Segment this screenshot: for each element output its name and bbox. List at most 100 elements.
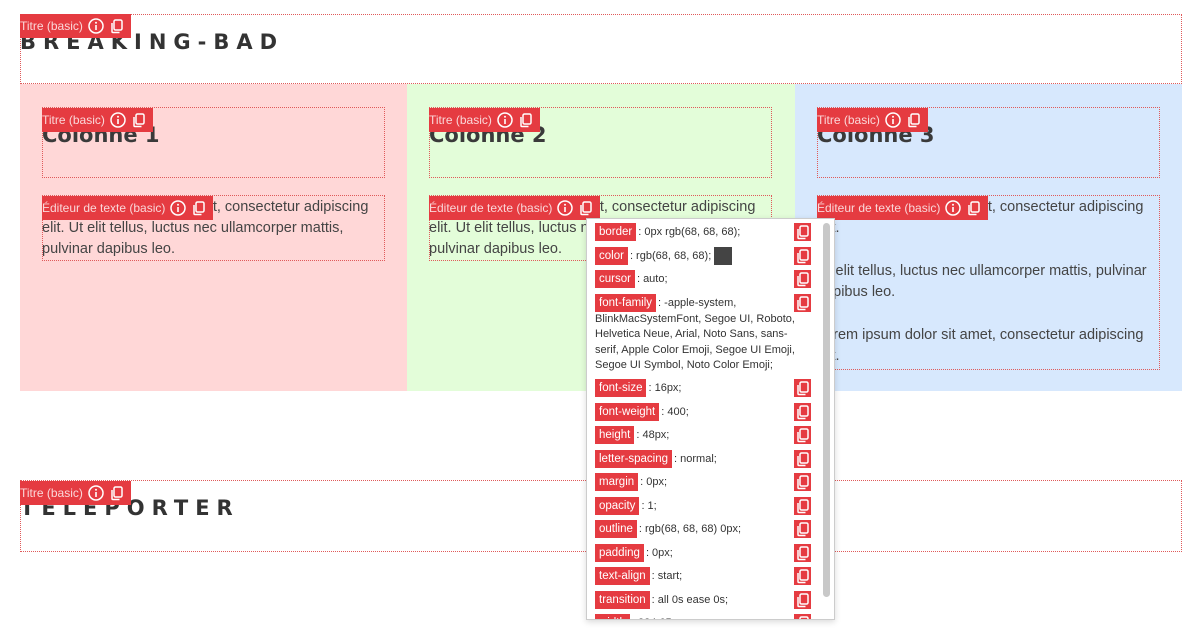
info-icon[interactable] <box>170 200 187 216</box>
property-value: : 48px; <box>636 429 670 442</box>
property-name: color <box>595 246 628 265</box>
copy-button[interactable] <box>794 590 811 609</box>
column <box>795 84 1182 391</box>
style-inspector: border: 0px rgb(68, 68, 68); color: rgb(6… <box>586 218 835 620</box>
copy-button[interactable] <box>794 614 811 620</box>
property-value: : rgb(68, 68, 68); <box>629 249 712 262</box>
property-row: padding: 0px; <box>595 543 811 562</box>
property-row: font-size: 16px; <box>595 379 811 398</box>
widget-badge[interactable]: Titre (basic) <box>42 108 153 132</box>
property-row: margin: 0px; <box>595 473 811 492</box>
property-name: margin <box>595 473 639 492</box>
info-icon[interactable] <box>557 200 574 216</box>
property-value: : 0px rgb(68, 68, 68); <box>638 226 741 238</box>
property-row: width: 384.65px; <box>595 614 811 619</box>
widget-badge[interactable]: Éditeur de texte (basic) <box>817 196 989 220</box>
copy-button[interactable] <box>794 449 811 468</box>
copy-button[interactable] <box>794 520 811 539</box>
copy-icon[interactable] <box>578 200 594 216</box>
copy-button[interactable] <box>794 293 811 312</box>
copy-icon[interactable] <box>795 615 811 620</box>
copy-icon[interactable] <box>795 545 811 561</box>
property-row: color: rgb(68, 68, 68); <box>595 246 811 265</box>
copy-icon[interactable] <box>518 112 534 128</box>
copy-icon[interactable] <box>795 404 811 420</box>
text-widget-outline <box>42 195 385 261</box>
copy-button[interactable] <box>794 567 811 586</box>
property-name: opacity <box>595 496 640 515</box>
property-name: outline <box>595 520 637 539</box>
title-widget-outline <box>20 14 1182 84</box>
copy-icon[interactable] <box>109 485 125 501</box>
copy-icon[interactable] <box>795 224 811 240</box>
copy-icon[interactable] <box>131 112 147 128</box>
property-value: : -apple-system, BlinkMacSystemFont, Seg… <box>595 296 795 372</box>
property-row: transition: all 0s ease 0s; <box>595 590 811 609</box>
copy-icon[interactable] <box>795 498 811 514</box>
badge-label: Titre (basic) <box>20 19 83 33</box>
copy-button[interactable] <box>794 426 811 445</box>
property-row: cursor: auto; <box>595 270 811 289</box>
copy-icon[interactable] <box>795 271 811 287</box>
widget-badge[interactable]: Titre (basic) <box>817 108 928 132</box>
copy-icon[interactable] <box>795 592 811 608</box>
info-icon[interactable] <box>885 112 901 128</box>
property-row: text-align: start; <box>595 567 811 586</box>
copy-button[interactable] <box>794 473 811 492</box>
copy-icon[interactable] <box>795 521 811 537</box>
property-name: text-align <box>595 567 650 586</box>
badge-label: Titre (basic) <box>429 113 492 127</box>
info-icon[interactable] <box>88 18 104 34</box>
copy-button[interactable] <box>794 379 811 398</box>
copy-icon[interactable] <box>795 295 811 311</box>
property-value: : auto; <box>636 273 668 286</box>
copy-button[interactable] <box>794 543 811 562</box>
copy-button[interactable] <box>794 496 811 515</box>
copy-button[interactable] <box>794 402 811 421</box>
copy-icon[interactable] <box>966 200 982 216</box>
property-name: width <box>595 614 630 619</box>
copy-icon[interactable] <box>795 248 811 264</box>
property-name: border <box>595 223 637 241</box>
widget-badge[interactable]: Éditeur de texte (basic) <box>429 196 601 220</box>
copy-button[interactable] <box>794 270 811 289</box>
copy-button[interactable] <box>794 246 811 265</box>
property-name: font-size <box>595 379 647 398</box>
property-name: letter-spacing <box>595 449 673 468</box>
text-content: Lorem ipsum dolor sit amet, consectetur … <box>817 197 1158 389</box>
widget-badge[interactable]: Titre (basic) <box>429 108 540 132</box>
property-value: : rgb(68, 68, 68) 0px; <box>638 523 742 536</box>
property-row: letter-spacing: normal; <box>595 449 811 468</box>
copy-icon[interactable] <box>795 474 811 490</box>
info-icon[interactable] <box>945 200 962 216</box>
copy-icon[interactable] <box>795 427 811 443</box>
property-name: transition <box>595 590 650 609</box>
copy-icon[interactable] <box>191 200 207 216</box>
info-icon[interactable] <box>497 112 513 128</box>
copy-button[interactable] <box>794 223 811 241</box>
info-icon[interactable] <box>110 112 126 128</box>
property-value: : 400; <box>661 405 689 418</box>
property-row: height: 48px; <box>595 426 811 445</box>
copy-icon[interactable] <box>795 568 811 584</box>
property-name: cursor <box>595 270 635 289</box>
property-row: font-family: -apple-system, BlinkMacSyst… <box>595 293 811 374</box>
widget-badge[interactable]: Titre (basic) <box>20 481 131 505</box>
title-widget-outline <box>817 107 1160 178</box>
copy-icon[interactable] <box>795 451 811 467</box>
badge-label: Titre (basic) <box>817 113 880 127</box>
copy-icon[interactable] <box>906 112 922 128</box>
property-name: height <box>595 426 635 445</box>
widget-badge[interactable]: Titre (basic) <box>20 14 131 38</box>
widget-badge[interactable]: Éditeur de texte (basic) <box>42 196 214 220</box>
badge-label: Titre (basic) <box>42 113 105 127</box>
property-value: : all 0s ease 0s; <box>651 593 729 606</box>
copy-icon[interactable] <box>109 18 125 34</box>
scrollbar[interactable] <box>823 223 830 597</box>
badge-label: Éditeur de texte (basic) <box>42 201 166 215</box>
color-swatch <box>714 246 733 265</box>
badge-label: Éditeur de texte (basic) <box>817 201 941 215</box>
info-icon[interactable] <box>88 485 104 501</box>
copy-icon[interactable] <box>795 380 811 396</box>
